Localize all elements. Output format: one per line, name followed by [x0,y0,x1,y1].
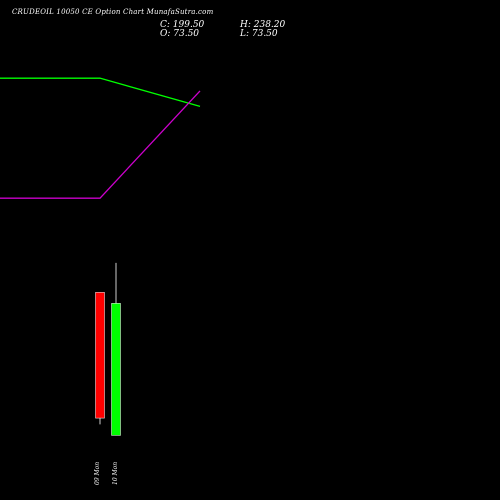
low-value: L: 73.50 [240,29,278,39]
x-tick-label: 09 Mon [94,461,101,485]
series-line-2 [0,90,201,199]
series-line-1 [0,77,201,107]
indicator-lines [0,77,201,199]
candle-body [95,292,105,419]
x-tick-label: 10 Mon [112,461,119,485]
open-value: O: 73.50 [160,29,200,39]
candle-body [111,303,121,436]
candles [95,262,121,436]
high-value: H: 238.20 [240,20,286,30]
chart-title: CRUDEOIL 10050 CE Option Chart MunafaSut… [12,8,214,16]
close-value: C: 199.50 [160,20,205,30]
